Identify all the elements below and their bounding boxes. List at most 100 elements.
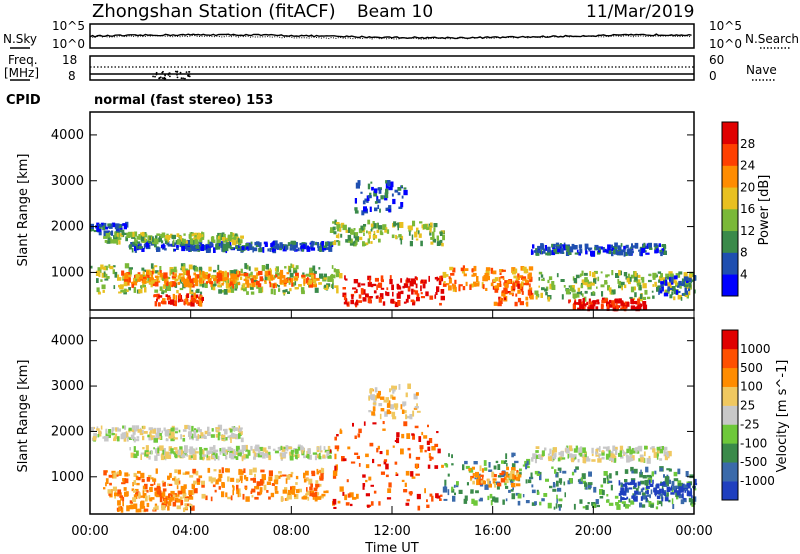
range-cell: [328, 279, 333, 282]
range-cell: [659, 491, 662, 496]
range-cell: [505, 453, 508, 460]
range-cell: [644, 289, 648, 295]
range-cell: [392, 198, 396, 205]
range-cell: [204, 282, 208, 288]
range-cell: [202, 274, 206, 279]
range-cell: [176, 233, 180, 237]
range-cell: [640, 286, 642, 290]
range-cell: [406, 499, 410, 502]
colorbar-segment: [722, 405, 738, 425]
range-cell: [113, 237, 117, 244]
range-cell: [226, 241, 230, 247]
range-cell: [385, 397, 389, 403]
range-cell: [362, 297, 367, 302]
range-cell: [633, 486, 636, 490]
range-cell: [447, 489, 450, 496]
range-cell: [176, 246, 179, 250]
range-cell: [212, 236, 215, 242]
range-cell: [509, 477, 514, 483]
range-cell: [632, 306, 637, 310]
range-cell: [411, 288, 414, 295]
range-cell: [661, 244, 666, 247]
range-cell: [207, 279, 210, 283]
range-cell: [230, 448, 234, 451]
range-cell: [196, 288, 200, 293]
range-cell: [267, 275, 271, 281]
range-cell: [104, 240, 108, 243]
range-cell: [187, 275, 191, 281]
range-cell: [232, 485, 235, 491]
range-cell: [400, 202, 404, 208]
range-cell: [565, 244, 568, 250]
range-cell: [247, 450, 251, 456]
range-cell: [357, 433, 361, 438]
range-cell: [369, 296, 373, 299]
range-cell: [663, 491, 666, 496]
range-cell: [165, 235, 170, 239]
range-cell: [258, 270, 263, 276]
range-cell: [109, 237, 112, 243]
range-cell: [246, 282, 250, 288]
range-cell: [162, 481, 166, 487]
range-cell: [307, 453, 310, 459]
colorbar-segment: [722, 348, 738, 369]
range-cell: [275, 283, 277, 288]
range-cell: [117, 500, 121, 506]
range-cell: [644, 445, 648, 450]
range-cell: [659, 250, 663, 253]
velocity-colorbar-label: Velocity [m s^-1]: [775, 360, 790, 473]
range-cell: [264, 280, 267, 283]
range-cell: [105, 431, 108, 437]
range-cell: [367, 183, 371, 190]
range-cell: [314, 278, 317, 285]
range-cell: [180, 497, 183, 503]
range-cell: [349, 241, 355, 246]
range-cell: [129, 500, 133, 504]
range-cell: [398, 206, 403, 209]
range-cell: [331, 265, 334, 269]
range-cell: [198, 241, 203, 244]
range-cell: [400, 290, 404, 295]
range-cell: [138, 234, 141, 240]
range-cell: [512, 487, 514, 490]
range-cell: [469, 284, 472, 290]
range-cell: [205, 495, 208, 501]
range-cell: [250, 286, 254, 290]
range-cell: [262, 447, 267, 452]
range-cell: [205, 281, 208, 284]
range-cell: [191, 284, 195, 288]
range-cell: [453, 484, 456, 488]
range-cell: [588, 482, 592, 489]
range-cell: [324, 284, 327, 288]
range-cell: [307, 448, 311, 454]
range-cell: [558, 456, 563, 461]
range-cell: [186, 454, 188, 457]
range-cell: [183, 484, 187, 489]
range-cell: [324, 241, 329, 246]
colorbar-segment: [722, 274, 738, 297]
range-cell: [579, 303, 583, 309]
range-cell: [492, 481, 496, 484]
range-cell: [105, 478, 109, 484]
range-cell: [385, 474, 389, 478]
range-cell: [621, 284, 624, 287]
range-cell: [140, 472, 145, 479]
range-cell: [684, 287, 687, 294]
range-cell: [210, 283, 213, 288]
range-cell: [538, 471, 542, 476]
range-cell: [613, 249, 616, 254]
range-cell: [380, 232, 384, 236]
range-cell: [183, 233, 186, 236]
range-cell: [184, 243, 188, 246]
range-cell: [366, 230, 368, 234]
range-cell: [323, 446, 326, 451]
range-cell: [463, 498, 468, 504]
range-cell: [395, 234, 397, 240]
range-cell: [491, 471, 494, 478]
range-cell: [630, 286, 635, 293]
range-cell: [385, 463, 389, 470]
range-cell: [189, 291, 194, 295]
range-cell: [289, 247, 293, 251]
range-cell: [396, 293, 401, 299]
range-cell: [544, 245, 547, 251]
